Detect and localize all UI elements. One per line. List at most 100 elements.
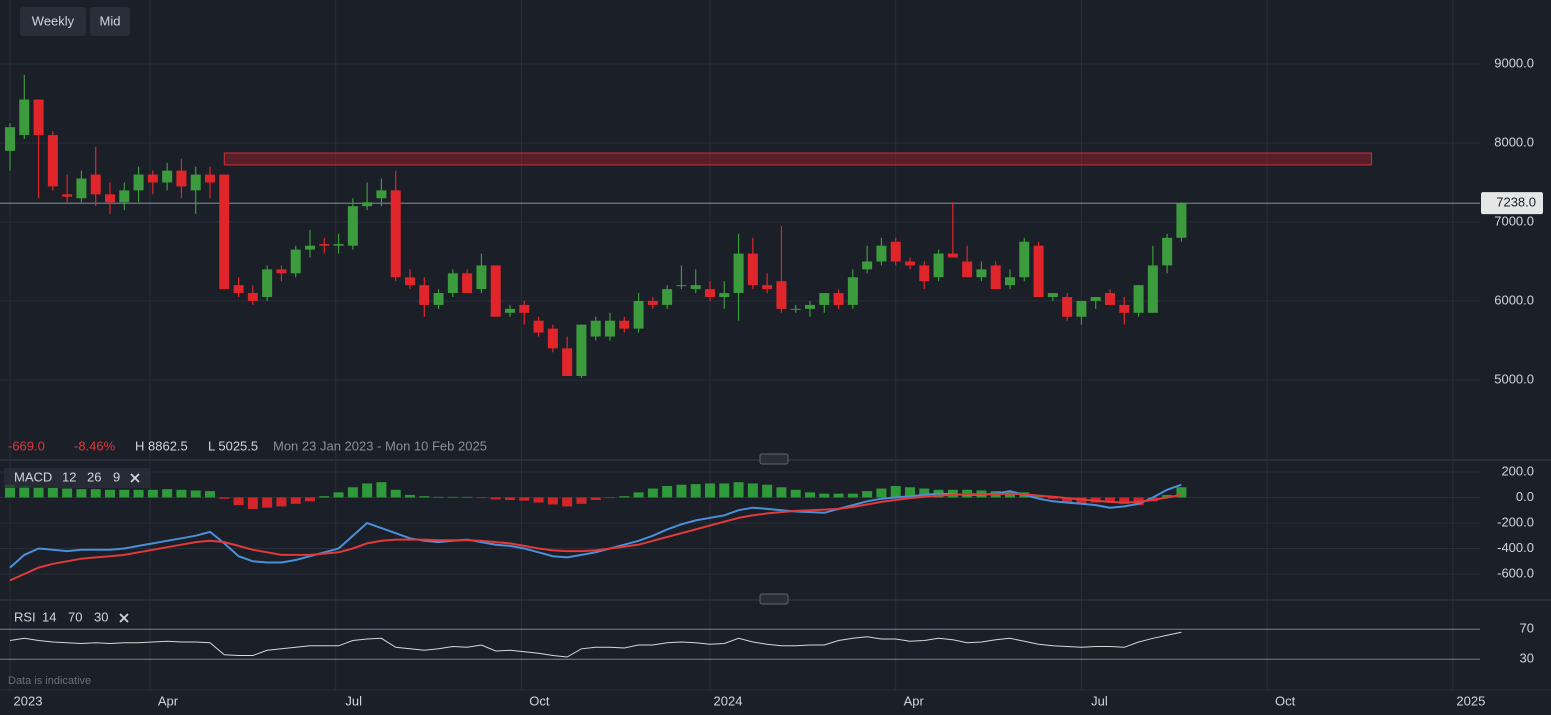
grid <box>0 0 1480 690</box>
histogram-bar <box>290 497 301 504</box>
candle-body <box>219 174 230 290</box>
button-label: Mid <box>100 13 121 28</box>
candle-body <box>776 281 787 309</box>
candle-body <box>319 244 330 246</box>
button[interactable] <box>20 7 86 36</box>
indicator-label: RSI <box>14 609 36 624</box>
candle-body <box>747 253 758 286</box>
histogram-bar <box>133 489 144 498</box>
histogram-bar <box>447 496 458 498</box>
price-tag <box>1481 192 1543 215</box>
toolbar: Weekly Mid <box>20 7 130 36</box>
candle-body <box>362 202 373 207</box>
y-tick-label: 5000.0 <box>1494 371 1534 386</box>
histogram-bar <box>533 497 544 503</box>
candle-body <box>376 190 387 199</box>
y-tick-label: 70 <box>1520 621 1534 636</box>
candle-body <box>147 174 158 183</box>
marks <box>0 74 1480 658</box>
histogram-bar <box>476 497 487 499</box>
candle-body <box>333 244 344 246</box>
histogram-bar <box>147 489 158 498</box>
y-tick-label: 7000.0 <box>1494 213 1534 228</box>
candle-body <box>105 194 115 203</box>
price-tag-label: 7238.0 <box>1496 195 1536 210</box>
y-tick-label: 0.0 <box>1516 489 1534 504</box>
histogram-bar <box>662 485 673 498</box>
y-tick-label: 8000.0 <box>1494 134 1534 149</box>
candle-body <box>633 300 644 329</box>
candle-body <box>447 273 458 294</box>
histogram-bar <box>762 484 773 498</box>
candle-body <box>1147 265 1158 313</box>
close-icon[interactable] <box>130 473 140 483</box>
histogram-bar <box>219 497 230 499</box>
histogram-bar <box>647 488 658 498</box>
histogram-bar <box>276 497 287 507</box>
candle-body <box>1162 237 1173 266</box>
resize-handle[interactable] <box>759 593 789 605</box>
candle-body <box>1062 297 1073 317</box>
histogram-bar <box>405 494 415 498</box>
y-tick-label: 200.0 <box>1501 463 1534 478</box>
y-tick-label: 9000.0 <box>1494 55 1534 70</box>
candle-body <box>962 261 973 278</box>
candle-body <box>419 285 430 305</box>
candle-body <box>19 99 30 136</box>
date-range: Mon 23 Jan 2023 - Mon 10 Feb 2025 <box>273 438 487 453</box>
candle-body <box>119 190 130 203</box>
histogram-bar <box>619 496 630 498</box>
histogram-bar <box>690 484 701 498</box>
indicator-param: 70 <box>68 609 82 624</box>
candle-body <box>647 300 658 305</box>
candle-body <box>462 273 473 294</box>
histogram-bar <box>233 497 244 506</box>
candle-body <box>733 253 744 294</box>
candle-body <box>819 293 830 305</box>
histogram-bar <box>1062 497 1073 503</box>
high-stat: H 8862.5 <box>135 438 188 453</box>
histogram-bar <box>119 489 130 498</box>
histogram-bar <box>833 493 844 498</box>
histogram-bar <box>19 485 30 498</box>
candle-body <box>1047 293 1058 298</box>
resize-handle[interactable] <box>759 453 789 465</box>
histogram-bar <box>490 497 501 500</box>
candle-body <box>33 99 44 136</box>
x-tick-label: Jul <box>345 693 362 708</box>
histogram-bar <box>176 489 187 498</box>
histogram-bar <box>876 488 887 498</box>
histogram-bar <box>1162 494 1173 498</box>
candle-body <box>1119 304 1130 313</box>
candle-body <box>76 178 87 199</box>
x-tick-label: 2024 <box>714 693 743 708</box>
histogram-bar <box>33 487 44 498</box>
histogram-bar <box>819 493 830 498</box>
histogram-bar <box>847 493 858 498</box>
candle-body <box>305 245 315 250</box>
histogram-bar <box>319 496 330 498</box>
candle-body <box>805 304 815 309</box>
candle-body <box>847 277 858 305</box>
candle-body <box>290 249 301 274</box>
close-icon[interactable] <box>119 613 129 623</box>
button[interactable] <box>90 7 130 36</box>
indicator-param: 26 <box>87 469 101 484</box>
indicator-line <box>9 492 1182 582</box>
histogram-bar <box>62 488 73 498</box>
candle-body <box>590 320 601 337</box>
resistance-zone <box>223 152 1372 166</box>
histogram-bar <box>1105 497 1115 502</box>
candle-body <box>1105 293 1115 305</box>
candle-body <box>162 170 173 183</box>
histogram-bar <box>805 492 815 498</box>
histogram-bar <box>76 489 87 498</box>
indicator-line <box>9 631 1182 658</box>
candle-body <box>876 245 887 262</box>
histogram-bar <box>905 487 915 498</box>
candle-body <box>976 269 987 278</box>
histogram-bar <box>247 497 258 509</box>
candle-body <box>5 127 15 151</box>
histogram-bar <box>105 489 115 498</box>
